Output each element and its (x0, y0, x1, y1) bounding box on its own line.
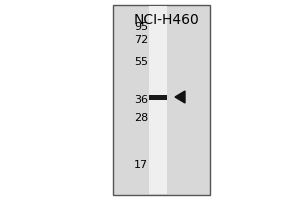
Polygon shape (175, 91, 185, 103)
Text: 17: 17 (134, 160, 148, 170)
Text: NCI-H460: NCI-H460 (134, 13, 199, 27)
Bar (149, 95, 167, 99)
Text: 28: 28 (134, 113, 148, 123)
Text: 36: 36 (134, 95, 148, 105)
Text: 55: 55 (134, 57, 148, 67)
Bar (113, 5, 210, 195)
Text: 95: 95 (134, 22, 148, 32)
Text: 72: 72 (134, 35, 148, 45)
Bar (149, 6, 167, 194)
